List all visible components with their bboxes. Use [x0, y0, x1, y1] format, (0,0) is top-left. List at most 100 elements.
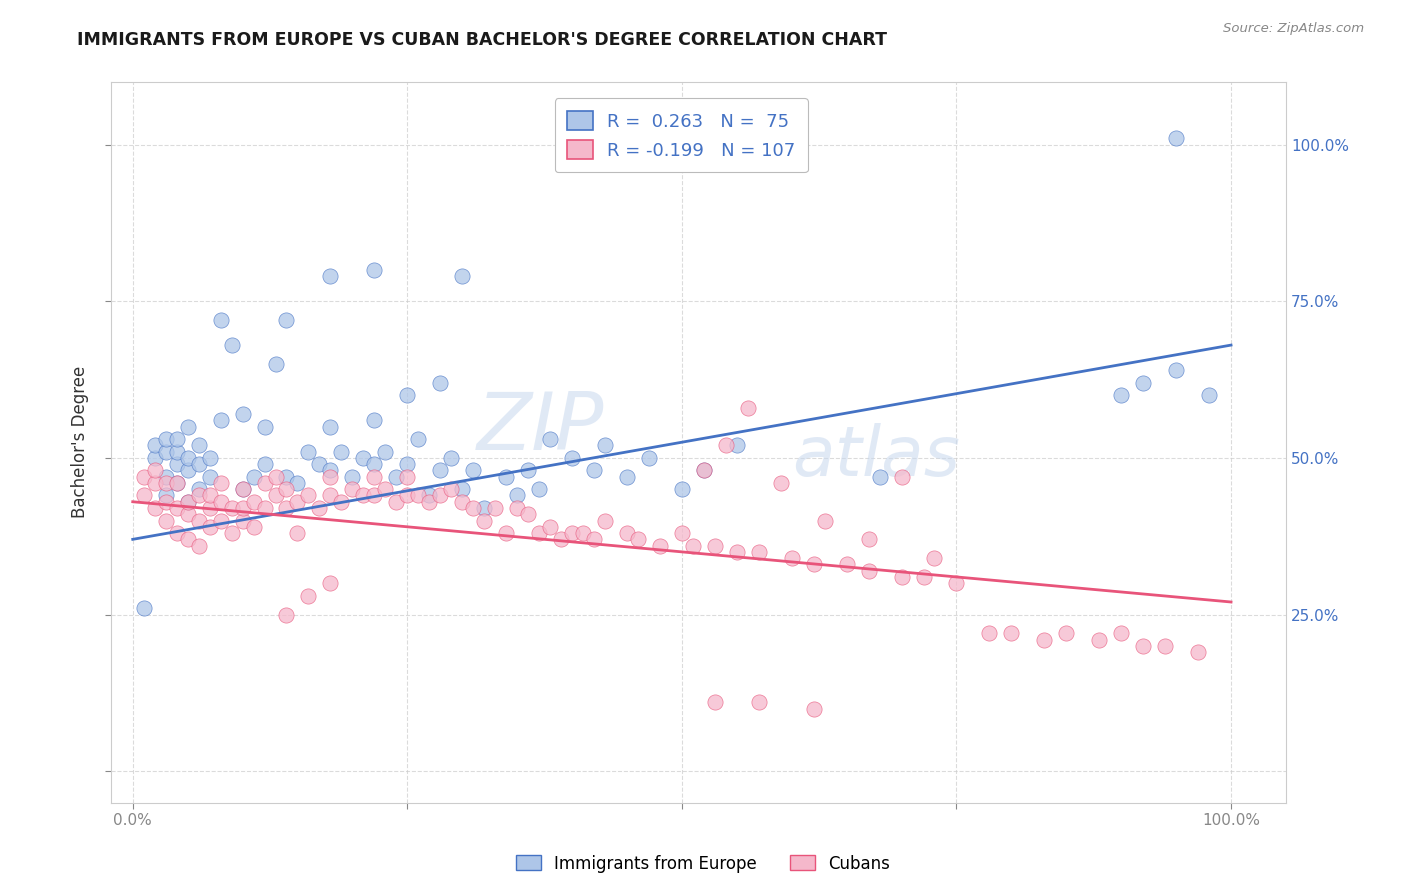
Point	[132, 488, 155, 502]
Point	[287, 475, 309, 490]
Point	[155, 475, 177, 490]
Point	[253, 501, 276, 516]
Point	[451, 482, 474, 496]
Point	[297, 444, 319, 458]
Point	[221, 501, 243, 516]
Point	[209, 413, 232, 427]
Point	[538, 432, 561, 446]
Point	[561, 526, 583, 541]
Point	[495, 469, 517, 483]
Point	[484, 501, 506, 516]
Point	[408, 488, 430, 502]
Point	[319, 469, 342, 483]
Point	[242, 494, 264, 508]
Point	[671, 482, 693, 496]
Point	[1166, 363, 1188, 377]
Point	[780, 551, 803, 566]
Point	[166, 475, 188, 490]
Point	[264, 469, 287, 483]
Point	[463, 463, 485, 477]
Point	[287, 494, 309, 508]
Point	[803, 558, 825, 572]
Point	[769, 475, 792, 490]
Point	[582, 463, 605, 477]
Point	[143, 450, 166, 465]
Point	[276, 607, 298, 622]
Point	[209, 475, 232, 490]
Point	[1033, 632, 1056, 647]
Point	[429, 488, 451, 502]
Point	[155, 488, 177, 502]
Point	[155, 444, 177, 458]
Point	[890, 469, 912, 483]
Point	[155, 432, 177, 446]
Point	[187, 539, 209, 553]
Y-axis label: Bachelor's Degree: Bachelor's Degree	[72, 366, 89, 518]
Point	[242, 469, 264, 483]
Point	[198, 488, 221, 502]
Point	[748, 545, 770, 559]
Point	[297, 488, 319, 502]
Point	[671, 526, 693, 541]
Point	[253, 475, 276, 490]
Point	[945, 576, 967, 591]
Point	[593, 438, 616, 452]
Point	[1132, 639, 1154, 653]
Point	[408, 432, 430, 446]
Point	[319, 419, 342, 434]
Point	[198, 450, 221, 465]
Point	[517, 463, 540, 477]
Point	[232, 501, 254, 516]
Point	[363, 457, 385, 471]
Point	[451, 494, 474, 508]
Point	[253, 457, 276, 471]
Point	[440, 450, 463, 465]
Point	[319, 576, 342, 591]
Point	[187, 514, 209, 528]
Point	[527, 526, 550, 541]
Point	[363, 488, 385, 502]
Point	[429, 376, 451, 390]
Point	[582, 533, 605, 547]
Point	[319, 269, 342, 284]
Point	[308, 501, 330, 516]
Text: ZIP: ZIP	[477, 389, 605, 467]
Point	[1187, 645, 1209, 659]
Point	[166, 432, 188, 446]
Point	[1132, 376, 1154, 390]
Point	[1198, 388, 1220, 402]
Point	[1166, 131, 1188, 145]
Point	[232, 407, 254, 421]
Point	[648, 539, 671, 553]
Point	[593, 514, 616, 528]
Point	[352, 450, 374, 465]
Point	[253, 419, 276, 434]
Point	[187, 482, 209, 496]
Point	[429, 463, 451, 477]
Point	[166, 501, 188, 516]
Point	[363, 263, 385, 277]
Point	[527, 482, 550, 496]
Point	[517, 508, 540, 522]
Point	[176, 533, 198, 547]
Point	[342, 482, 364, 496]
Point	[187, 438, 209, 452]
Point	[276, 313, 298, 327]
Point	[209, 514, 232, 528]
Point	[506, 488, 529, 502]
Point	[132, 469, 155, 483]
Point	[693, 463, 716, 477]
Point	[132, 601, 155, 615]
Point	[1088, 632, 1111, 647]
Point	[166, 444, 188, 458]
Point	[187, 457, 209, 471]
Point	[176, 419, 198, 434]
Point	[725, 438, 748, 452]
Point	[550, 533, 572, 547]
Point	[924, 551, 946, 566]
Point	[682, 539, 704, 553]
Point	[561, 450, 583, 465]
Point	[703, 695, 725, 709]
Point	[297, 589, 319, 603]
Point	[418, 494, 440, 508]
